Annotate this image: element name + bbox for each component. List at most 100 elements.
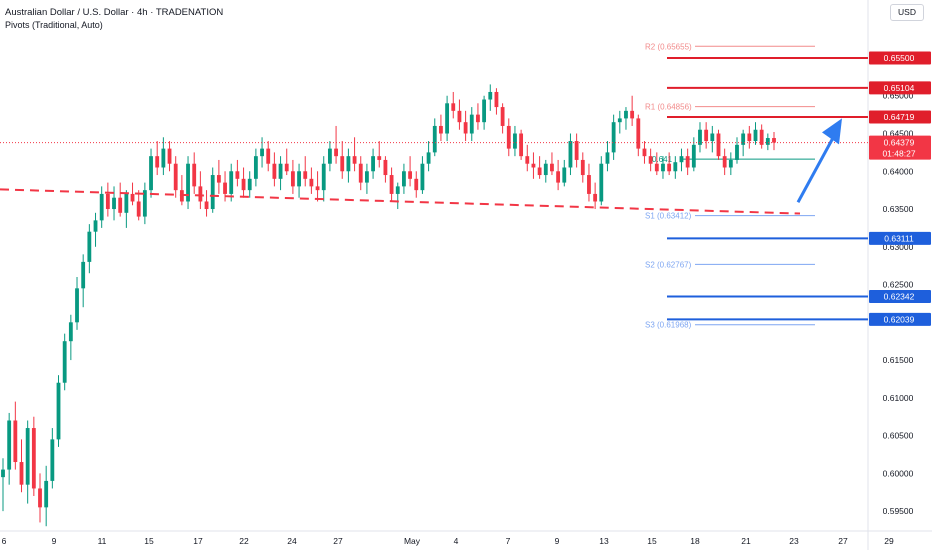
candle-body [149, 156, 153, 191]
candle-body [340, 156, 345, 172]
candle-body [68, 322, 73, 342]
candle-body [112, 197, 116, 210]
time-tick-label: 27 [838, 536, 848, 546]
pivot-label: S2 (0.62767) [645, 260, 692, 269]
projection-arrow-head [822, 118, 842, 145]
candle-body [439, 125, 443, 134]
candle-body [346, 156, 351, 172]
support-tag [869, 289, 931, 303]
candle-body [173, 163, 178, 191]
candle-body [765, 138, 770, 145]
candle-body [636, 118, 641, 149]
candle-body [235, 171, 240, 179]
candle-body [198, 186, 203, 202]
time-tick-label: 9 [52, 536, 57, 546]
price-tick-label: 0.60000 [883, 468, 914, 478]
candle-body [580, 159, 585, 176]
candle-body [105, 193, 110, 210]
candle-body [358, 163, 363, 183]
candle-body [210, 175, 215, 210]
candle-body [432, 125, 437, 153]
candle-body [624, 110, 628, 119]
candle-body [223, 182, 227, 194]
time-tick-label: May [404, 536, 421, 546]
current-price-label: 0.64379 [884, 138, 915, 148]
candle-body [377, 156, 382, 160]
candle-body [642, 148, 647, 157]
candle-body [710, 133, 715, 142]
candle-body [568, 141, 573, 168]
price-tick-label: 0.61000 [883, 393, 914, 403]
time-tick-label: 7 [506, 536, 511, 546]
price-tick-label: 0.61500 [883, 355, 914, 365]
candle-body [321, 163, 326, 191]
candle-body [192, 163, 197, 187]
candle-body [75, 288, 79, 323]
time-tick-label: 18 [690, 536, 700, 546]
candle-body [735, 144, 739, 160]
candle-body [247, 178, 252, 191]
candle-body [31, 428, 36, 489]
time-axis[interactable]: 6 9 11 15 17 22 24 27 May 4 7 9 13 15 18 21 23 27 29 [0, 530, 932, 546]
price-tick-label: 0.63000 [883, 242, 914, 252]
candle-body [284, 163, 289, 172]
candle-body [679, 156, 684, 163]
candle-body [395, 186, 400, 194]
candle-body [315, 186, 320, 191]
time-tick-label: 17 [193, 536, 203, 546]
candle-body [476, 114, 480, 123]
chart-header: Australian Dollar / U.S. Dollar · 4h · T… [5, 7, 223, 31]
candle-body [716, 133, 721, 157]
candle-body [519, 133, 524, 157]
time-tick-label: 29 [884, 536, 894, 546]
currency-button[interactable]: USD [890, 4, 924, 21]
projection-arrow-shaft [796, 131, 838, 203]
time-tick-label: 6 [2, 536, 7, 546]
countdown-label: 01:48:27 [882, 149, 915, 159]
price-axis[interactable]: 0.59500 0.60000 0.60500 0.61000 0.61500 0.620… [867, 0, 914, 550]
candle-body [297, 171, 301, 187]
time-tick-label: 22 [239, 536, 249, 546]
candle-body [204, 201, 209, 210]
symbol-title[interactable]: Australian Dollar / U.S. Dollar · 4h · T… [5, 7, 224, 18]
candle-body [463, 122, 468, 134]
candle-body [44, 480, 49, 508]
candle-body [99, 193, 104, 221]
candle-body [50, 439, 55, 481]
candle-body [334, 148, 338, 157]
candle-body [741, 133, 746, 145]
candle-body [667, 163, 672, 172]
time-tick-label: 23 [789, 536, 799, 546]
resistance-tag-label: 0.65104 [884, 83, 915, 93]
candle-body [136, 201, 141, 217]
candle-body [118, 197, 123, 213]
candle-body [537, 167, 542, 176]
time-tick-label: 11 [98, 536, 107, 546]
candle-body [364, 171, 369, 183]
candle-body [759, 129, 764, 145]
resistance-tag [869, 110, 931, 124]
candle-body [648, 156, 653, 164]
candle-body [142, 190, 147, 217]
resistance-tag-label: 0.65500 [884, 53, 915, 63]
indicator-label[interactable]: Pivots (Traditional, Auto) [5, 20, 103, 30]
candle-body [309, 178, 314, 187]
candle-body [617, 118, 622, 123]
candle-body [661, 163, 665, 172]
time-tick-label: 4 [454, 536, 459, 546]
candle-body [38, 488, 42, 508]
candle-body [513, 133, 517, 149]
candle-body [654, 163, 659, 172]
pivot-label: S1 (0.63412) [645, 212, 692, 221]
candle-body [7, 420, 12, 470]
price-tick-label: 0.62500 [883, 280, 914, 290]
candle-body [241, 178, 246, 191]
time-tick-label: 15 [144, 536, 154, 546]
price-tick-label: 0.65000 [883, 91, 914, 101]
candle-body [371, 156, 375, 172]
price-tick-label: 0.60500 [883, 431, 914, 441]
candle-body [155, 156, 160, 168]
candle-body [550, 163, 554, 172]
candle-body [272, 163, 277, 179]
